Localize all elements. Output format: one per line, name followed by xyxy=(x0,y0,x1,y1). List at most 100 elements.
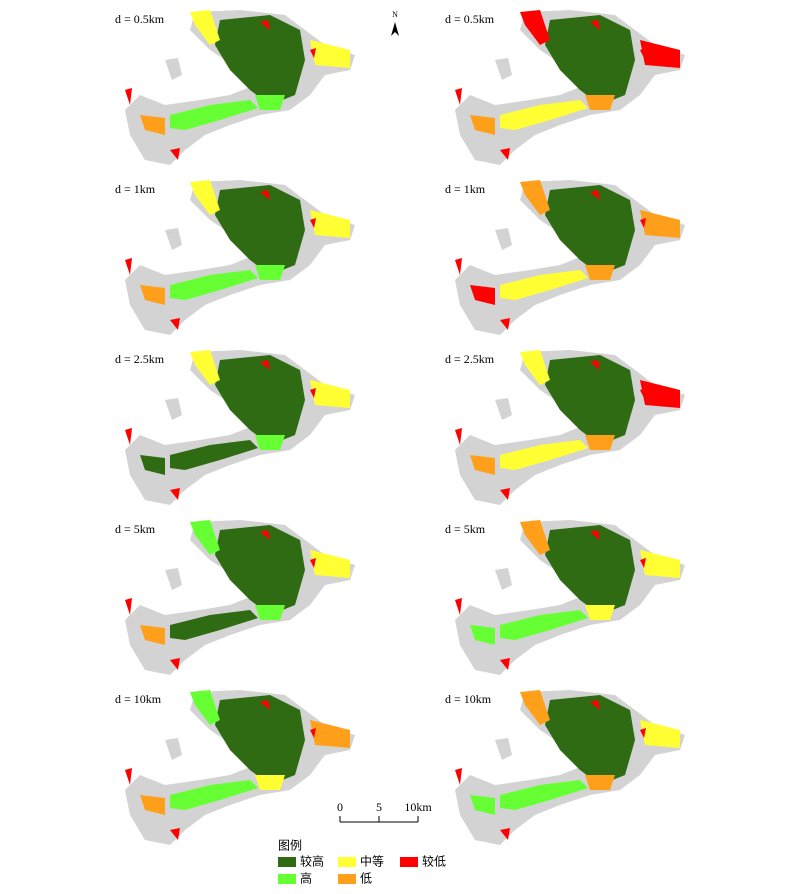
region-islet xyxy=(165,568,182,590)
region-patch xyxy=(310,720,350,748)
region-patch xyxy=(310,558,316,568)
region-patch xyxy=(520,520,550,555)
region-patch xyxy=(545,695,635,785)
scale-label: 5 xyxy=(376,800,382,814)
region-patch xyxy=(215,355,305,445)
map-panel: d = 2.5km xyxy=(115,350,355,505)
panel-label: d = 2.5km xyxy=(115,352,165,366)
region-patch xyxy=(590,20,600,30)
region-patch xyxy=(500,270,588,300)
north-arrow-shape xyxy=(391,22,399,36)
region-islet xyxy=(495,58,512,80)
region-patch xyxy=(500,828,510,840)
region-patch xyxy=(640,550,680,578)
region-patch xyxy=(520,350,550,385)
region-patch xyxy=(190,10,220,45)
map-panel: d = 10km xyxy=(445,690,685,845)
region-islet xyxy=(165,398,182,420)
legend: 图例 较高高 中等低 较低 xyxy=(278,839,446,886)
region-patch xyxy=(500,658,510,670)
region-patch xyxy=(170,780,258,810)
legend-swatch xyxy=(400,857,418,867)
region-patch xyxy=(455,258,462,275)
scale-label: 0 xyxy=(337,800,343,814)
region-patch xyxy=(260,360,270,370)
region-patch xyxy=(470,285,495,305)
region-patch xyxy=(310,550,350,578)
region-patch xyxy=(260,700,270,710)
legend-label: 较高 xyxy=(300,854,324,869)
region-patch xyxy=(125,768,132,785)
panel-label: d = 1km xyxy=(115,182,156,196)
region-patch xyxy=(170,610,258,640)
region-patch xyxy=(260,20,270,30)
region-patch xyxy=(640,40,680,68)
region-patch xyxy=(585,775,615,790)
region-patch xyxy=(455,598,462,615)
region-patch xyxy=(545,525,635,615)
region-patch xyxy=(170,100,258,130)
region-patch xyxy=(125,258,132,275)
map-panel: d = 0.5km xyxy=(115,10,355,165)
region-patch xyxy=(590,190,600,200)
map-panel: d = 5km xyxy=(115,520,355,675)
region-patch xyxy=(590,700,600,710)
region-patch xyxy=(190,180,220,215)
region-patch xyxy=(310,48,316,58)
north-label: N xyxy=(392,10,398,19)
region-patch xyxy=(310,728,316,738)
region-patch xyxy=(170,658,180,670)
region-patch xyxy=(640,720,680,748)
region-patch xyxy=(190,520,220,555)
region-islet xyxy=(495,738,512,760)
panel-label: d = 0.5km xyxy=(445,12,495,26)
region-patch xyxy=(255,775,285,790)
scale-bar: 0 5 10km xyxy=(337,800,432,823)
map-panel: d = 0.5km xyxy=(445,10,685,165)
region-patch xyxy=(140,285,165,305)
region-patch xyxy=(170,828,180,840)
region-patch xyxy=(255,95,285,110)
region-patch xyxy=(500,610,588,640)
region-patch xyxy=(500,148,510,160)
region-patch xyxy=(125,88,132,105)
region-patch xyxy=(545,355,635,445)
region-patch xyxy=(255,265,285,280)
region-patch xyxy=(140,455,165,475)
region-patch xyxy=(640,210,680,238)
region-patch xyxy=(500,318,510,330)
region-patch xyxy=(215,695,305,785)
legend-label: 低 xyxy=(360,872,372,886)
region-patch xyxy=(590,530,600,540)
region-patch xyxy=(140,795,165,815)
panel-label: d = 10km xyxy=(115,692,162,706)
legend-title: 图例 xyxy=(278,839,302,853)
region-patch xyxy=(260,530,270,540)
region-islet xyxy=(495,568,512,590)
region-patch xyxy=(545,185,635,275)
region-patch xyxy=(310,210,350,238)
region-patch xyxy=(310,40,350,68)
region-patch xyxy=(585,435,615,450)
region-patch xyxy=(170,488,180,500)
legend-swatch xyxy=(338,874,356,884)
region-patch xyxy=(455,88,462,105)
legend-swatch xyxy=(278,874,296,884)
region-patch xyxy=(190,350,220,385)
region-patch xyxy=(215,525,305,615)
region-islet xyxy=(165,58,182,80)
region-patch xyxy=(585,95,615,110)
region-patch xyxy=(310,380,350,408)
region-patch xyxy=(455,428,462,445)
region-patch xyxy=(170,318,180,330)
region-patch xyxy=(640,48,646,58)
region-patch xyxy=(455,768,462,785)
legend-swatch xyxy=(338,857,356,867)
region-patch xyxy=(520,10,550,45)
region-patch xyxy=(125,598,132,615)
panel-label: d = 0.5km xyxy=(115,12,165,26)
region-patch xyxy=(585,605,615,620)
region-patch xyxy=(470,455,495,475)
legend-swatch xyxy=(278,857,296,867)
legend-label: 高 xyxy=(300,871,312,886)
